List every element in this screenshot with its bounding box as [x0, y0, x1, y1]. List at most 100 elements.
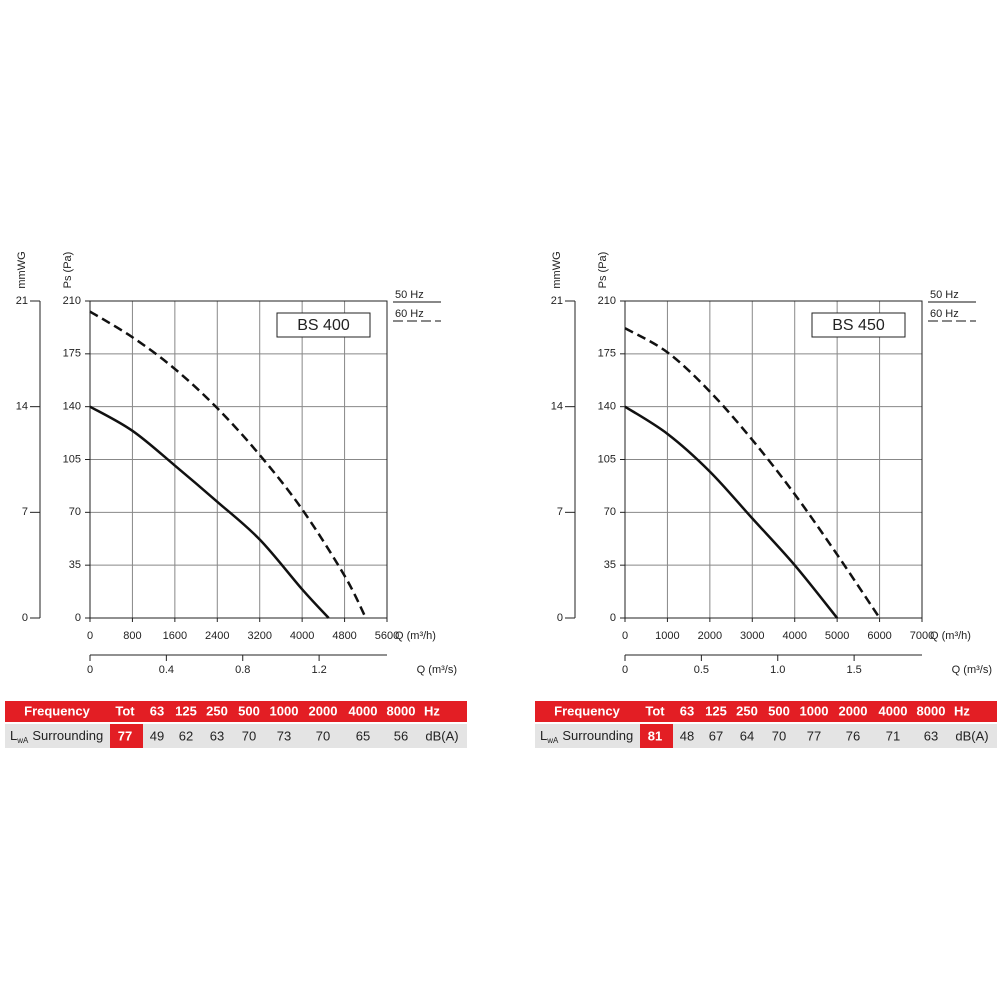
table-row-bg — [5, 724, 467, 748]
row-label: LwA Surrounding — [540, 728, 633, 745]
y-tick-label: 210 — [63, 295, 81, 307]
table-header-bg — [535, 701, 997, 722]
legend-label: 50 Hz — [930, 289, 959, 301]
legend-label: 60 Hz — [395, 308, 424, 320]
y-tick-label: 175 — [598, 348, 616, 360]
x-tick-label: 0 — [87, 630, 93, 642]
fan-curve — [624, 405, 839, 619]
table-header-cell: 500 — [238, 703, 260, 718]
y2-axis-title: mmWG — [16, 251, 28, 288]
y-tick-label: 105 — [63, 453, 81, 465]
x-tick-label: 2000 — [698, 630, 722, 642]
table-cell: 65 — [356, 728, 370, 743]
y2-tick-label: 0 — [22, 612, 28, 624]
row-label: LwA Surrounding — [10, 728, 103, 745]
table-header-cell: 8000 — [917, 703, 946, 718]
table-cell: 56 — [394, 728, 408, 743]
x2-tick-label: 1.5 — [846, 664, 861, 676]
y-tick-label: 35 — [604, 559, 616, 571]
x-tick-label: 4000 — [290, 630, 314, 642]
x-tick-label: 6000 — [867, 630, 891, 642]
table-header-cell: 63 — [150, 703, 164, 718]
x2-tick-label: 0.4 — [159, 664, 174, 676]
x-tick-label: 5600 — [375, 630, 399, 642]
table-cell: 70 — [242, 728, 256, 743]
table-header-bg — [5, 701, 467, 722]
x-tick-label: 800 — [123, 630, 141, 642]
model-box — [811, 312, 906, 338]
tot-cell-bg — [110, 724, 143, 748]
legend-label: 60 Hz — [930, 308, 959, 320]
chart-title: BS 450 — [832, 317, 885, 334]
table-header-cell: 250 — [736, 703, 758, 718]
table-header-cell: 500 — [768, 703, 790, 718]
x2-tick-label: 0 — [87, 664, 93, 676]
table-cell: 76 — [846, 728, 860, 743]
row-label-sub: wA — [546, 736, 559, 745]
y-tick-label: 140 — [63, 401, 81, 413]
x2-tick-label: 0.8 — [235, 664, 250, 676]
table-header-cell: 125 — [705, 703, 727, 718]
table-cell: 64 — [740, 728, 754, 743]
y-axis-title: Ps (Pa) — [597, 252, 609, 289]
table-header-cell: Frequency — [24, 703, 91, 718]
y-tick-label: 175 — [63, 348, 81, 360]
fan-curve — [624, 327, 881, 619]
x2-axis-title: Q (m³/s) — [952, 664, 992, 676]
table-header-cell: 1000 — [800, 703, 829, 718]
y2-tick-label: 14 — [551, 401, 563, 413]
y-tick-label: 210 — [598, 295, 616, 307]
y-axis-title: Ps (Pa) — [62, 252, 74, 289]
table-unit: dB(A) — [425, 728, 458, 743]
y-tick-label: 0 — [75, 612, 81, 624]
y-tick-label: 35 — [69, 559, 81, 571]
x-tick-label: 2400 — [205, 630, 229, 642]
row-label-main: L — [540, 728, 547, 743]
model-box — [276, 312, 371, 338]
table-header-cell: 2000 — [839, 703, 868, 718]
x-axis-title: Q (m³/h) — [930, 630, 971, 642]
x-tick-label: 1000 — [655, 630, 679, 642]
y2-tick-label: 14 — [16, 401, 28, 413]
table-header-cell: 250 — [206, 703, 228, 718]
table-cell: 67 — [709, 728, 723, 743]
x-tick-label: 7000 — [910, 630, 934, 642]
table-header-cell: Tot — [645, 703, 665, 718]
x-tick-label: 0 — [622, 630, 628, 642]
y2-tick-label: 7 — [22, 506, 28, 518]
y-tick-label: 70 — [69, 506, 81, 518]
x-tick-label: 3200 — [247, 630, 271, 642]
table-cell: 73 — [277, 728, 291, 743]
fan-curve — [89, 310, 367, 619]
table-cell: 63 — [210, 728, 224, 743]
row-label-main: L — [10, 728, 17, 743]
chart-title: BS 400 — [297, 317, 350, 334]
x-tick-label: 3000 — [740, 630, 764, 642]
table-cell: 62 — [179, 728, 193, 743]
table-header-cell: 125 — [175, 703, 197, 718]
x2-tick-label: 0.5 — [694, 664, 709, 676]
tot-cell: 77 — [118, 728, 132, 743]
row-label-sub: wA — [16, 736, 29, 745]
table-header-cell: Hz — [954, 703, 970, 718]
x-tick-label: 5000 — [825, 630, 849, 642]
y-tick-label: 105 — [598, 453, 616, 465]
table-cell: 77 — [807, 728, 821, 743]
table-unit: dB(A) — [955, 728, 988, 743]
table-cell: 70 — [316, 728, 330, 743]
y-tick-label: 70 — [604, 506, 616, 518]
table-cell: 49 — [150, 728, 164, 743]
x2-tick-label: 1.0 — [770, 664, 785, 676]
table-header-cell: 8000 — [387, 703, 416, 718]
y-tick-label: 140 — [598, 401, 616, 413]
table-row-bg — [535, 724, 997, 748]
plot-frame — [624, 300, 923, 619]
table-header-cell: Tot — [115, 703, 135, 718]
y2-axis-title: mmWG — [551, 251, 563, 288]
row-label-name: Surrounding — [32, 728, 103, 743]
tot-cell: 81 — [648, 728, 662, 743]
table-header-cell: 2000 — [309, 703, 338, 718]
x2-tick-label: 0 — [622, 664, 628, 676]
x2-axis-title: Q (m³/s) — [417, 664, 457, 676]
row-label-name: Surrounding — [562, 728, 633, 743]
